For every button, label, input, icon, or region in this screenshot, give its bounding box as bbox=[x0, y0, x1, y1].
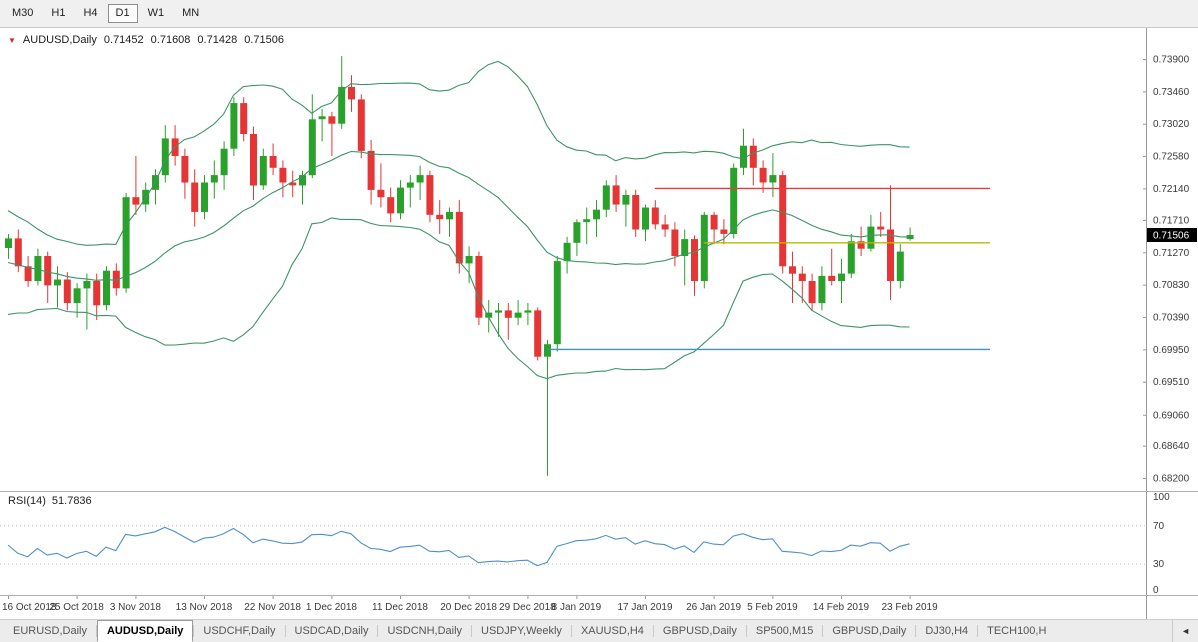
tab-usdcad-daily[interactable]: USDCAD,Daily bbox=[294, 625, 369, 637]
tab-separator bbox=[915, 625, 917, 637]
timeframe-button-w1[interactable]: W1 bbox=[140, 4, 173, 23]
svg-text:0.73020: 0.73020 bbox=[1153, 119, 1190, 130]
svg-text:0.71710: 0.71710 bbox=[1153, 215, 1190, 226]
svg-text:0.70830: 0.70830 bbox=[1153, 280, 1190, 291]
tab-separator bbox=[284, 625, 286, 637]
rsi-indicator-panel: 100 70 30 0 RSI(14) 51.7836 bbox=[0, 492, 1198, 595]
svg-text:3 Nov 2018: 3 Nov 2018 bbox=[110, 602, 162, 613]
rsi-chart-canvas[interactable]: 100 70 30 0 bbox=[0, 492, 1198, 595]
rsi-name: RSI(14) bbox=[8, 495, 46, 507]
svg-text:29 Dec 2018: 29 Dec 2018 bbox=[499, 602, 556, 613]
rsi-current-value: 51.7836 bbox=[51, 495, 92, 507]
svg-text:16 Oct 2018: 16 Oct 2018 bbox=[2, 602, 57, 613]
tab-separator bbox=[977, 625, 979, 637]
timeframe-button-h4[interactable]: H4 bbox=[75, 4, 105, 23]
timeframe-toolbar: M30 H1 H4 D1 W1 MN bbox=[0, 0, 1198, 28]
tab-separator bbox=[471, 625, 473, 637]
timeframe-button-m30[interactable]: M30 bbox=[4, 4, 41, 23]
tab-separator bbox=[95, 625, 97, 637]
svg-text:0.70390: 0.70390 bbox=[1153, 313, 1190, 324]
svg-text:0.72580: 0.72580 bbox=[1153, 152, 1190, 163]
svg-text:20 Dec 2018: 20 Dec 2018 bbox=[440, 602, 497, 613]
svg-text:25 Oct 2018: 25 Oct 2018 bbox=[49, 602, 104, 613]
svg-text:17 Jan 2019: 17 Jan 2019 bbox=[617, 602, 672, 613]
tab-sp500-m15[interactable]: SP500,M15 bbox=[755, 625, 814, 637]
symbol-tabbar: EURUSD,Daily AUDUSD,Daily USDCHF,Daily USDC… bbox=[0, 619, 1198, 642]
svg-text:100: 100 bbox=[1153, 492, 1170, 503]
svg-text:0.69060: 0.69060 bbox=[1153, 410, 1190, 421]
svg-text:22 Nov 2018: 22 Nov 2018 bbox=[244, 602, 301, 613]
svg-text:0.73900: 0.73900 bbox=[1153, 55, 1190, 66]
svg-text:70: 70 bbox=[1153, 521, 1165, 532]
tab-gbpusd-daily[interactable]: GBPUSD,Daily bbox=[662, 625, 737, 637]
timeframe-button-h1[interactable]: H1 bbox=[43, 4, 73, 23]
svg-text:5 Feb 2019: 5 Feb 2019 bbox=[747, 602, 798, 613]
svg-text:0.68200: 0.68200 bbox=[1153, 474, 1190, 485]
tab-usdjpy-weekly[interactable]: USDJPY,Weekly bbox=[481, 625, 562, 637]
svg-text:11 Dec 2018: 11 Dec 2018 bbox=[372, 602, 428, 613]
svg-text:14 Feb 2019: 14 Feb 2019 bbox=[813, 602, 870, 613]
svg-text:0.69510: 0.69510 bbox=[1153, 377, 1190, 388]
tab-separator bbox=[652, 625, 654, 637]
tab-xauusd-h4[interactable]: XAUUSD,H4 bbox=[580, 625, 644, 637]
panel-resize-divider[interactable] bbox=[0, 491, 1198, 492]
svg-text:13 Nov 2018: 13 Nov 2018 bbox=[176, 602, 233, 613]
svg-text:0.68640: 0.68640 bbox=[1153, 441, 1190, 452]
date-axis[interactable]: 16 Oct 2018 25 Oct 2018 3 Nov 2018 13 Nov 2… bbox=[0, 595, 1198, 619]
svg-text:0.71270: 0.71270 bbox=[1153, 248, 1190, 259]
tab-audusd-daily[interactable]: AUDUSD,Daily bbox=[96, 620, 194, 642]
tab-gbpusd-daily[interactable]: GBPUSD,Daily bbox=[832, 625, 907, 637]
svg-text:0.72140: 0.72140 bbox=[1153, 184, 1190, 195]
symbol-dropdown-icon[interactable]: ▼ bbox=[8, 35, 16, 45]
tab-eurusd-daily[interactable]: EURUSD,Daily bbox=[13, 625, 87, 637]
tabbar-scroll-left-button[interactable]: ◄ bbox=[1172, 620, 1198, 642]
timeframe-button-d1[interactable]: D1 bbox=[107, 4, 138, 23]
tab-tech100-h[interactable]: TECH100,H bbox=[987, 625, 1047, 637]
svg-text:0.71506: 0.71506 bbox=[1153, 231, 1190, 242]
svg-text:26 Jan 2019: 26 Jan 2019 bbox=[686, 602, 741, 613]
svg-text:0: 0 bbox=[1153, 585, 1159, 595]
svg-text:1 Dec 2018: 1 Dec 2018 bbox=[306, 602, 358, 613]
svg-text:8 Jan 2019: 8 Jan 2019 bbox=[552, 602, 602, 613]
tab-separator bbox=[570, 625, 572, 637]
svg-text:0.73460: 0.73460 bbox=[1153, 87, 1190, 98]
tab-separator bbox=[377, 625, 379, 637]
rsi-indicator-label: RSI(14) 51.7836 bbox=[8, 495, 92, 507]
svg-text:30: 30 bbox=[1153, 559, 1165, 570]
tab-separator bbox=[193, 625, 195, 637]
svg-text:0.69950: 0.69950 bbox=[1153, 345, 1190, 356]
tab-separator bbox=[822, 625, 824, 637]
tab-usdchf-daily[interactable]: USDCHF,Daily bbox=[203, 625, 276, 637]
tab-usdcnh-daily[interactable]: USDCNH,Daily bbox=[387, 625, 463, 637]
main-chart-panel: 0.73900 0.73460 0.73020 0.72580 0.72140 0.717… bbox=[0, 28, 1198, 491]
price-chart-canvas[interactable]: 0.73900 0.73460 0.73020 0.72580 0.72140 0.717… bbox=[0, 28, 1198, 491]
svg-text:23 Feb 2019: 23 Feb 2019 bbox=[882, 602, 939, 613]
tab-dj30-h4[interactable]: DJ30,H4 bbox=[925, 625, 969, 637]
tab-separator bbox=[745, 625, 747, 637]
timeframe-button-mn[interactable]: MN bbox=[174, 4, 207, 23]
